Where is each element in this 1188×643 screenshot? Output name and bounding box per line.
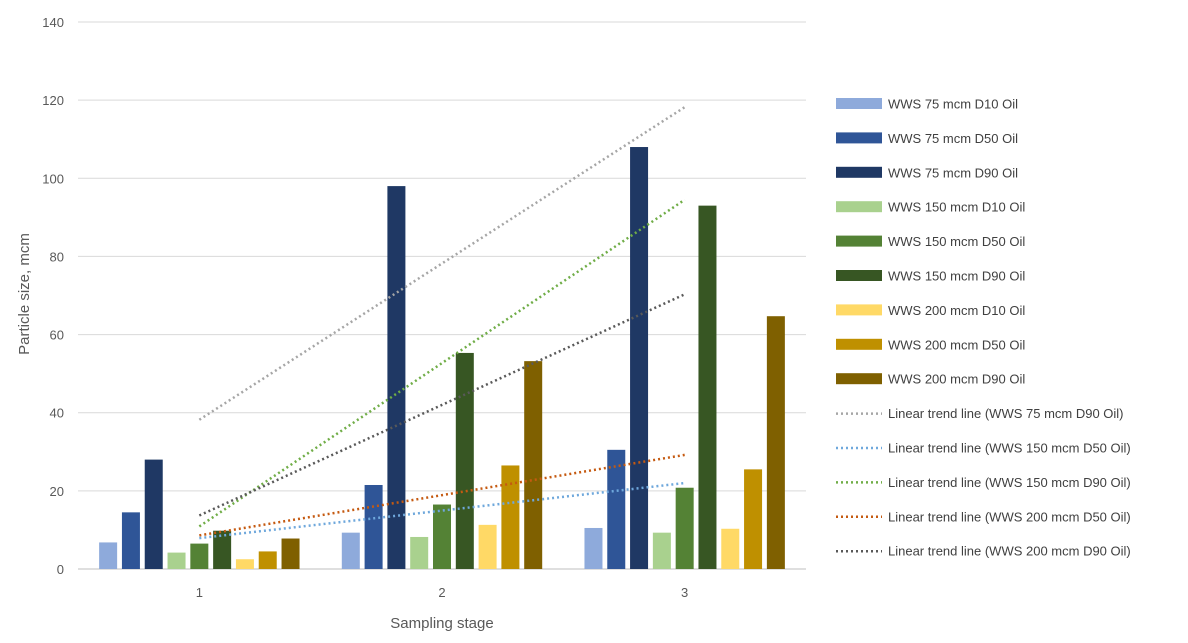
x-tick-label: 3: [681, 585, 688, 600]
bar: [433, 504, 451, 569]
bar: [190, 543, 209, 569]
gridlines: [78, 21, 806, 570]
bar: [258, 551, 277, 569]
bar: [584, 527, 603, 569]
legend-swatch: [836, 270, 882, 281]
legend-swatch: [836, 132, 882, 144]
legend-label: Linear trend line (WWS 200 mcm D50 Oil): [888, 509, 1131, 524]
x-tick-label: 2: [438, 585, 445, 600]
legend-swatch: [836, 235, 882, 247]
bar: [744, 469, 763, 569]
x-tick-label: 1: [196, 585, 203, 600]
legend-label: Linear trend line (WWS 75 mcm D90 Oil): [888, 406, 1124, 421]
legend-label: Linear trend line (WWS 150 mcm D50 Oil): [888, 441, 1131, 456]
bar: [675, 487, 694, 569]
legend-swatch: [836, 373, 882, 385]
bar: [213, 530, 232, 569]
bar: [364, 484, 383, 569]
bar: [455, 352, 474, 569]
x-axis-title: Sampling stage: [390, 615, 493, 632]
legend-swatch: [836, 98, 882, 109]
bar: [281, 538, 300, 569]
legend-label: WWS 200 mcm D10 Oil: [888, 303, 1025, 318]
legend-label: Linear trend line (WWS 150 mcm D90 Oil): [888, 475, 1131, 490]
trend-line: [199, 481, 685, 540]
bar: [121, 512, 140, 569]
legend-label: WWS 150 mcm D90 Oil: [888, 269, 1025, 284]
x-axis-ticks: 1 2 3: [196, 585, 689, 600]
y-tick-label: 60: [50, 328, 64, 343]
legend-label: WWS 75 mcm D50 Oil: [888, 131, 1018, 146]
bar: [478, 524, 497, 569]
bar: [524, 361, 543, 569]
bar: [387, 186, 406, 569]
bar: [607, 449, 626, 569]
trend-line: [198, 293, 686, 517]
bar: [630, 147, 649, 569]
legend-label: WWS 200 mcm D50 Oil: [888, 337, 1025, 352]
legend-label: WWS 150 mcm D10 Oil: [888, 200, 1025, 215]
bar: [766, 316, 785, 569]
y-tick-label: 120: [42, 93, 64, 108]
bar: [721, 528, 740, 569]
y-tick-label: 140: [42, 15, 64, 30]
y-tick-label: 20: [50, 484, 64, 499]
y-tick-label: 100: [42, 171, 64, 186]
bar: [652, 532, 671, 569]
trend-lines: [198, 106, 686, 540]
legend: WWS 75 mcm D10 Oil WWS 75 mcm D50 Oil WWS …: [836, 97, 1131, 559]
bar: [167, 552, 186, 569]
legend-label: WWS 75 mcm D90 Oil: [888, 165, 1018, 180]
legend-swatch: [836, 201, 882, 213]
bar: [235, 559, 254, 569]
y-tick-label: 80: [50, 249, 64, 264]
legend-label: WWS 200 mcm D90 Oil: [888, 372, 1025, 387]
y-tick-label: 40: [50, 406, 64, 421]
bar: [501, 465, 520, 569]
bar: [341, 532, 360, 569]
bar: [410, 536, 429, 569]
y-axis-title: Particle size, mcm: [16, 233, 33, 355]
legend-label: WWS 75 mcm D10 Oil: [888, 97, 1018, 112]
trend-line: [198, 106, 686, 421]
y-axis-ticks: 0 20 40 60 80 100 120 140: [42, 15, 64, 577]
legend-swatch: [836, 338, 882, 350]
y-tick-label: 0: [57, 562, 64, 577]
legend-swatch: [836, 166, 882, 178]
bars: [99, 147, 785, 569]
legend-label: WWS 150 mcm D50 Oil: [888, 234, 1025, 249]
bar: [99, 542, 118, 569]
legend-label: Linear trend line (WWS 200 mcm D90 Oil): [888, 544, 1131, 559]
legend-swatch: [836, 304, 882, 316]
trend-line: [199, 453, 685, 537]
bar: [698, 205, 717, 569]
bar: [144, 459, 163, 569]
